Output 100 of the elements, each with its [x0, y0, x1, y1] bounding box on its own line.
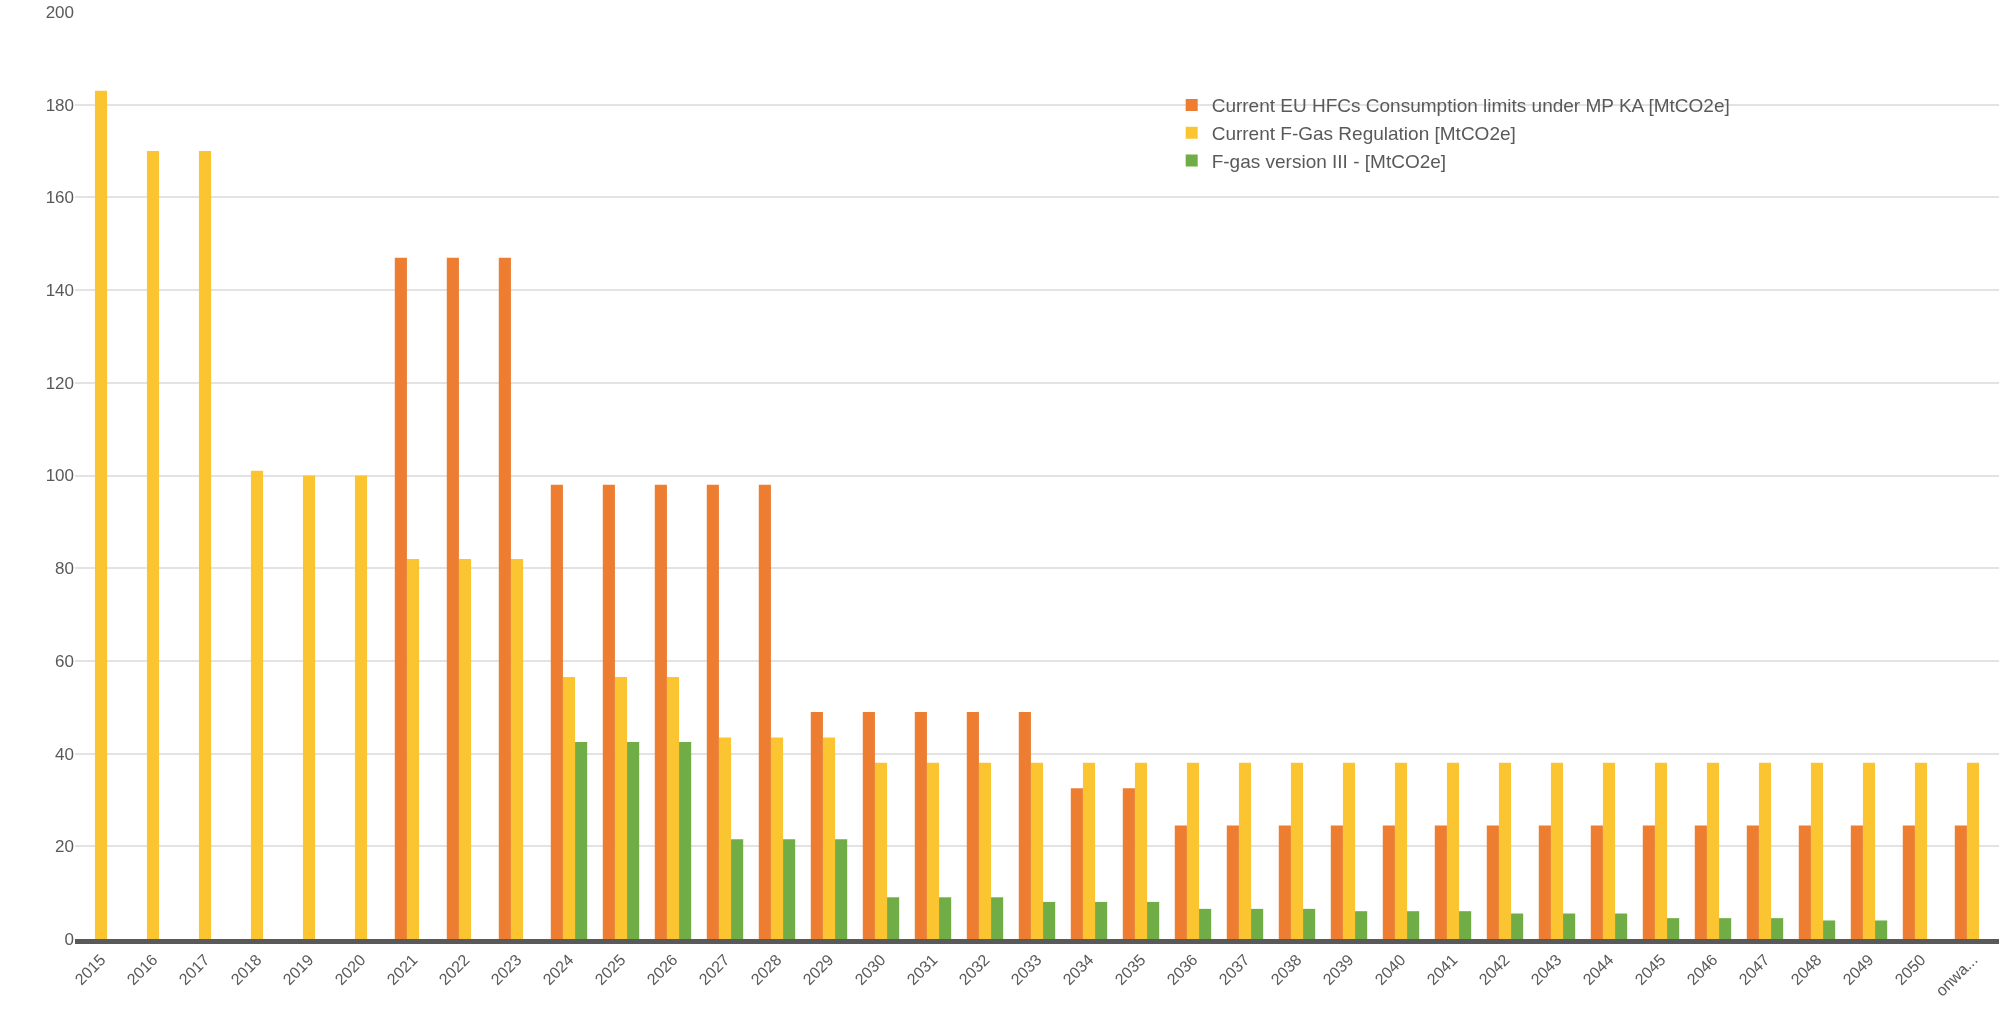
bar [1278, 825, 1291, 939]
bar [1642, 825, 1655, 939]
bar [1615, 913, 1628, 939]
bar [1407, 911, 1420, 939]
bar [575, 742, 588, 939]
legend-label: Current EU HFCs Consumption limits under MP KA [MtCO2e] [1211, 95, 1730, 117]
bar [1902, 825, 1915, 939]
bar [1070, 788, 1083, 939]
bar [1954, 825, 1967, 939]
bar [1342, 762, 1356, 939]
bar [1082, 762, 1096, 939]
bar [1850, 825, 1863, 939]
bar [510, 558, 524, 939]
bar [562, 677, 576, 939]
bar [627, 742, 640, 939]
bar [926, 762, 940, 939]
bar [198, 151, 212, 939]
bar [602, 484, 615, 939]
bar [914, 711, 927, 939]
y-tick-label: 120 [45, 373, 74, 393]
bar [1355, 911, 1368, 939]
bar [458, 558, 472, 939]
legend-label: F-gas version III - [MtCO2e] [1211, 150, 1447, 172]
bar [1122, 788, 1135, 939]
bar [1095, 901, 1108, 939]
bar [1823, 920, 1836, 939]
bar [1043, 901, 1056, 939]
bar [1134, 762, 1148, 939]
bar [1251, 908, 1264, 939]
bar [666, 677, 680, 939]
y-tick-label: 200 [45, 2, 74, 22]
bar [1238, 762, 1252, 939]
bar [1798, 825, 1811, 939]
bar [758, 484, 771, 939]
bar [978, 762, 992, 939]
bar [446, 257, 459, 939]
bar [822, 737, 836, 939]
bar [939, 897, 952, 939]
bar [783, 839, 796, 939]
bar [302, 475, 316, 939]
bar [1147, 901, 1160, 939]
bar [1602, 762, 1616, 939]
y-tick-label: 40 [55, 744, 74, 764]
bar [1018, 711, 1031, 939]
bar [991, 897, 1004, 939]
bar [1434, 825, 1447, 939]
bar [1875, 920, 1888, 939]
bar [1199, 908, 1212, 939]
bar [731, 839, 744, 939]
bar [1226, 825, 1239, 939]
bar [1694, 825, 1707, 939]
y-tick-label: 80 [55, 559, 74, 579]
bar [679, 742, 692, 939]
bar [862, 711, 875, 939]
bar [1394, 762, 1408, 939]
bar [1914, 762, 1928, 939]
y-tick-label: 140 [45, 281, 74, 301]
bar [1174, 825, 1187, 939]
y-tick-label: 100 [45, 466, 74, 486]
bar [1810, 762, 1824, 939]
bar [770, 737, 784, 939]
bar [1030, 762, 1044, 939]
bar [966, 711, 979, 939]
bar [654, 484, 667, 939]
bar [1862, 762, 1876, 939]
y-tick-label: 20 [55, 837, 74, 857]
bar [1446, 762, 1460, 939]
bar [550, 484, 563, 939]
bar [1498, 762, 1512, 939]
bar [1966, 762, 1980, 939]
bar [1667, 918, 1680, 939]
bar [1486, 825, 1499, 939]
bar [810, 711, 823, 939]
bar [1186, 762, 1200, 939]
bar [498, 257, 511, 939]
bar [1719, 918, 1732, 939]
bar [250, 470, 264, 939]
bar [1706, 762, 1720, 939]
bar [1654, 762, 1668, 939]
bar [354, 475, 368, 939]
bar [1538, 825, 1551, 939]
bar [94, 90, 108, 939]
y-tick-label: 60 [55, 651, 74, 671]
y-tick-label: 160 [45, 188, 74, 208]
bar [394, 257, 407, 939]
bar [1459, 911, 1472, 939]
bar [1382, 825, 1395, 939]
bar [1563, 913, 1576, 939]
y-tick-label: 0 [64, 929, 74, 949]
bar [1330, 825, 1343, 939]
bar [718, 737, 732, 939]
bar [406, 558, 420, 939]
bar [1771, 918, 1784, 939]
bar [1511, 913, 1524, 939]
bar [706, 484, 719, 939]
bar [835, 839, 848, 939]
bar [1758, 762, 1772, 939]
bar [1290, 762, 1304, 939]
bar [887, 897, 900, 939]
legend-label: Current F-Gas Regulation [MtCO2e] [1211, 123, 1516, 145]
